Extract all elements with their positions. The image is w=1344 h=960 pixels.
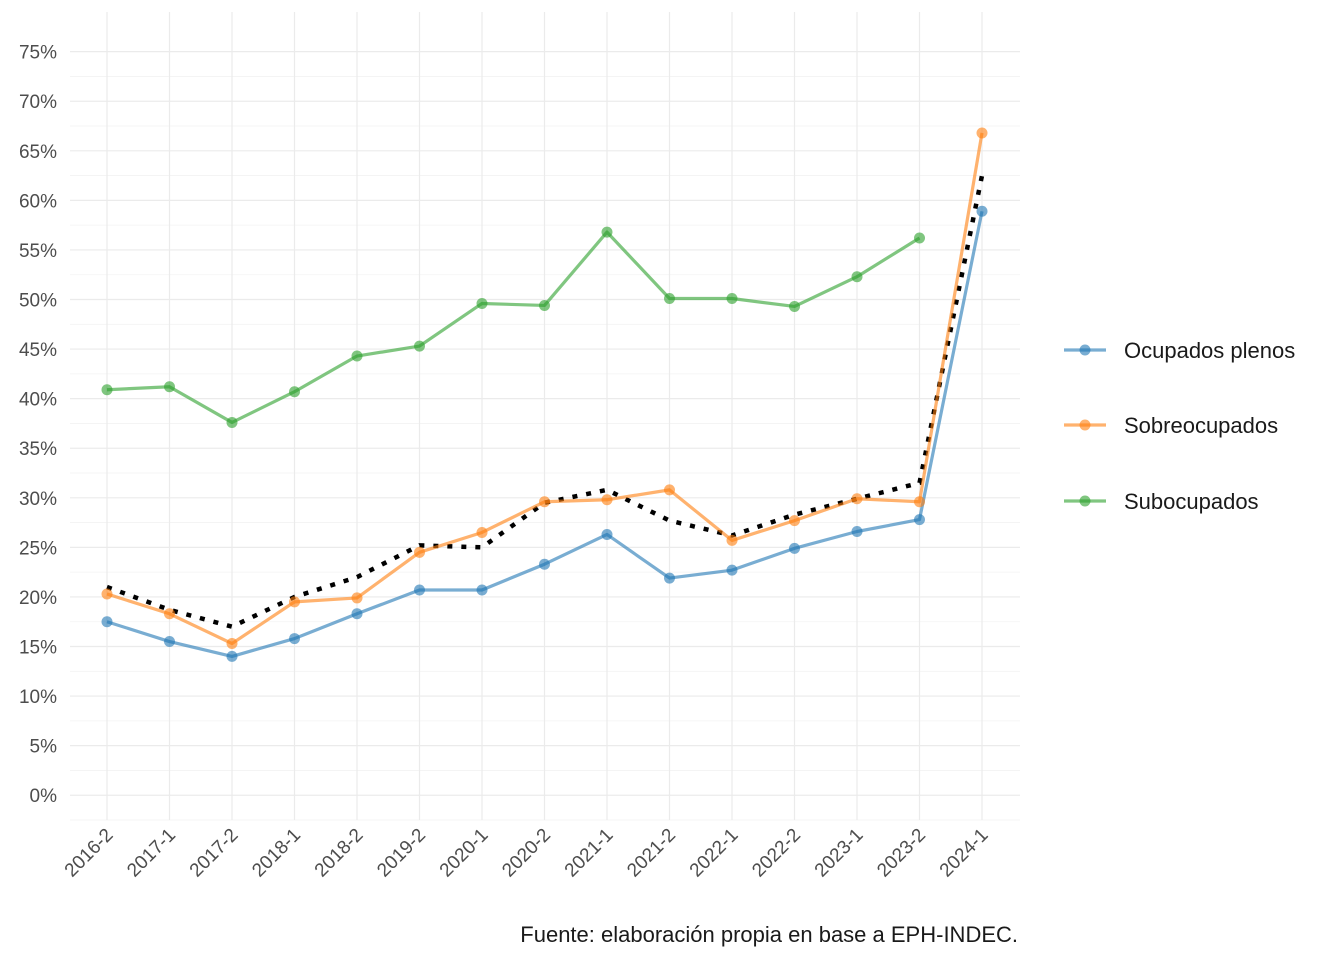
x-tick-label: 2020-1 xyxy=(436,825,493,882)
x-tick-label: 2024-1 xyxy=(936,825,993,882)
data-point xyxy=(976,127,988,139)
data-point xyxy=(726,564,738,576)
caption: Fuente: elaboración propia en base a EPH… xyxy=(520,922,1018,947)
legend-item: Ocupados plenos xyxy=(1064,338,1295,363)
data-point xyxy=(664,572,675,584)
y-tick-label: 45% xyxy=(19,340,57,361)
y-tick-label: 60% xyxy=(19,191,57,212)
x-tick-label: 2023-2 xyxy=(873,825,930,882)
data-point xyxy=(851,493,863,505)
data-point xyxy=(101,384,113,396)
data-point xyxy=(226,638,238,650)
data-point xyxy=(101,616,113,628)
legend-key-point xyxy=(1079,344,1091,356)
grid xyxy=(70,12,1020,821)
y-axis-ticks: 0% 5% 10% 15% 20% 25% 30% 35% 40% 45% 50% 55% 60% 65%… xyxy=(19,43,57,808)
y-tick-label: 35% xyxy=(19,439,57,460)
legend-label: Sobreocupados xyxy=(1124,413,1278,438)
data-point xyxy=(414,340,425,352)
y-tick-label: 30% xyxy=(19,489,57,510)
data-point xyxy=(101,588,113,600)
total-dotted-line-path xyxy=(106,175,985,630)
data-point xyxy=(289,386,300,398)
data-point xyxy=(914,496,925,508)
data-point xyxy=(789,300,800,312)
y-tick-label: 40% xyxy=(19,390,57,411)
data-point xyxy=(164,381,175,393)
y-tick-label: 0% xyxy=(30,786,58,807)
data-point xyxy=(726,534,738,546)
data-point xyxy=(289,633,300,645)
data-point xyxy=(164,608,175,620)
data-point xyxy=(351,350,363,362)
x-tick-label: 2017-2 xyxy=(186,825,243,882)
x-tick-label: 2016-2 xyxy=(61,825,118,882)
legend-label: Subocupados xyxy=(1124,489,1259,514)
data-point xyxy=(851,525,863,537)
x-tick-label: 2020-2 xyxy=(498,825,555,882)
data-point xyxy=(539,558,550,570)
data-point xyxy=(601,494,613,506)
y-tick-label: 75% xyxy=(19,43,57,64)
x-tick-label: 2018-2 xyxy=(311,825,368,882)
x-tick-label: 2022-1 xyxy=(686,825,743,882)
legend-key-point xyxy=(1079,495,1091,507)
data-point xyxy=(476,297,488,309)
data-point xyxy=(601,528,613,540)
y-tick-label: 50% xyxy=(19,291,57,312)
data-point xyxy=(289,596,300,608)
series-subocupados xyxy=(101,226,925,428)
total-dotted-line xyxy=(106,175,985,630)
data-point xyxy=(539,496,550,508)
data-point xyxy=(851,271,863,283)
x-tick-label: 2021-1 xyxy=(561,825,618,882)
y-tick-label: 5% xyxy=(30,737,58,758)
y-tick-label: 15% xyxy=(19,638,57,659)
series-group xyxy=(101,127,988,662)
data-point xyxy=(664,293,675,305)
x-tick-label: 2023-1 xyxy=(811,825,868,882)
data-point xyxy=(476,584,488,596)
data-point xyxy=(351,608,363,620)
x-axis-ticks: 2016-2 2017-1 2017-2 2018-1 2018-2 2019-2 2020… xyxy=(61,825,993,882)
data-point xyxy=(664,484,675,496)
data-point xyxy=(726,293,738,305)
x-tick-label: 2022-2 xyxy=(748,825,805,882)
x-tick-label: 2019-2 xyxy=(373,825,430,882)
data-point xyxy=(476,526,488,538)
y-tick-label: 70% xyxy=(19,92,57,113)
x-tick-label: 2017-1 xyxy=(123,825,180,882)
data-point xyxy=(414,546,425,558)
x-tick-label: 2018-1 xyxy=(248,825,305,882)
data-point xyxy=(539,299,550,311)
data-point xyxy=(914,232,925,244)
data-point xyxy=(164,636,175,648)
data-point xyxy=(351,592,363,604)
y-tick-label: 25% xyxy=(19,538,57,559)
y-tick-label: 10% xyxy=(19,687,57,708)
data-point xyxy=(789,542,800,554)
x-tick-label: 2021-2 xyxy=(623,825,680,882)
data-point xyxy=(414,584,425,596)
series-line xyxy=(106,230,921,425)
data-point xyxy=(789,515,800,527)
legend-label: Ocupados plenos xyxy=(1124,338,1295,363)
series-ocupados-plenos xyxy=(101,205,988,662)
y-tick-label: 65% xyxy=(19,142,57,163)
legend-key-point xyxy=(1079,419,1091,431)
legend: Ocupados plenos Sobreocupados Subocupados xyxy=(1064,338,1295,514)
data-point xyxy=(601,226,613,238)
y-tick-label: 20% xyxy=(19,588,57,609)
data-point xyxy=(226,650,238,662)
series-sobreocupados xyxy=(101,127,988,650)
data-point xyxy=(226,416,238,428)
legend-item: Subocupados xyxy=(1064,489,1259,514)
legend-item: Sobreocupados xyxy=(1064,413,1278,438)
data-point xyxy=(914,514,925,526)
data-point xyxy=(976,205,988,217)
y-tick-label: 55% xyxy=(19,241,57,262)
